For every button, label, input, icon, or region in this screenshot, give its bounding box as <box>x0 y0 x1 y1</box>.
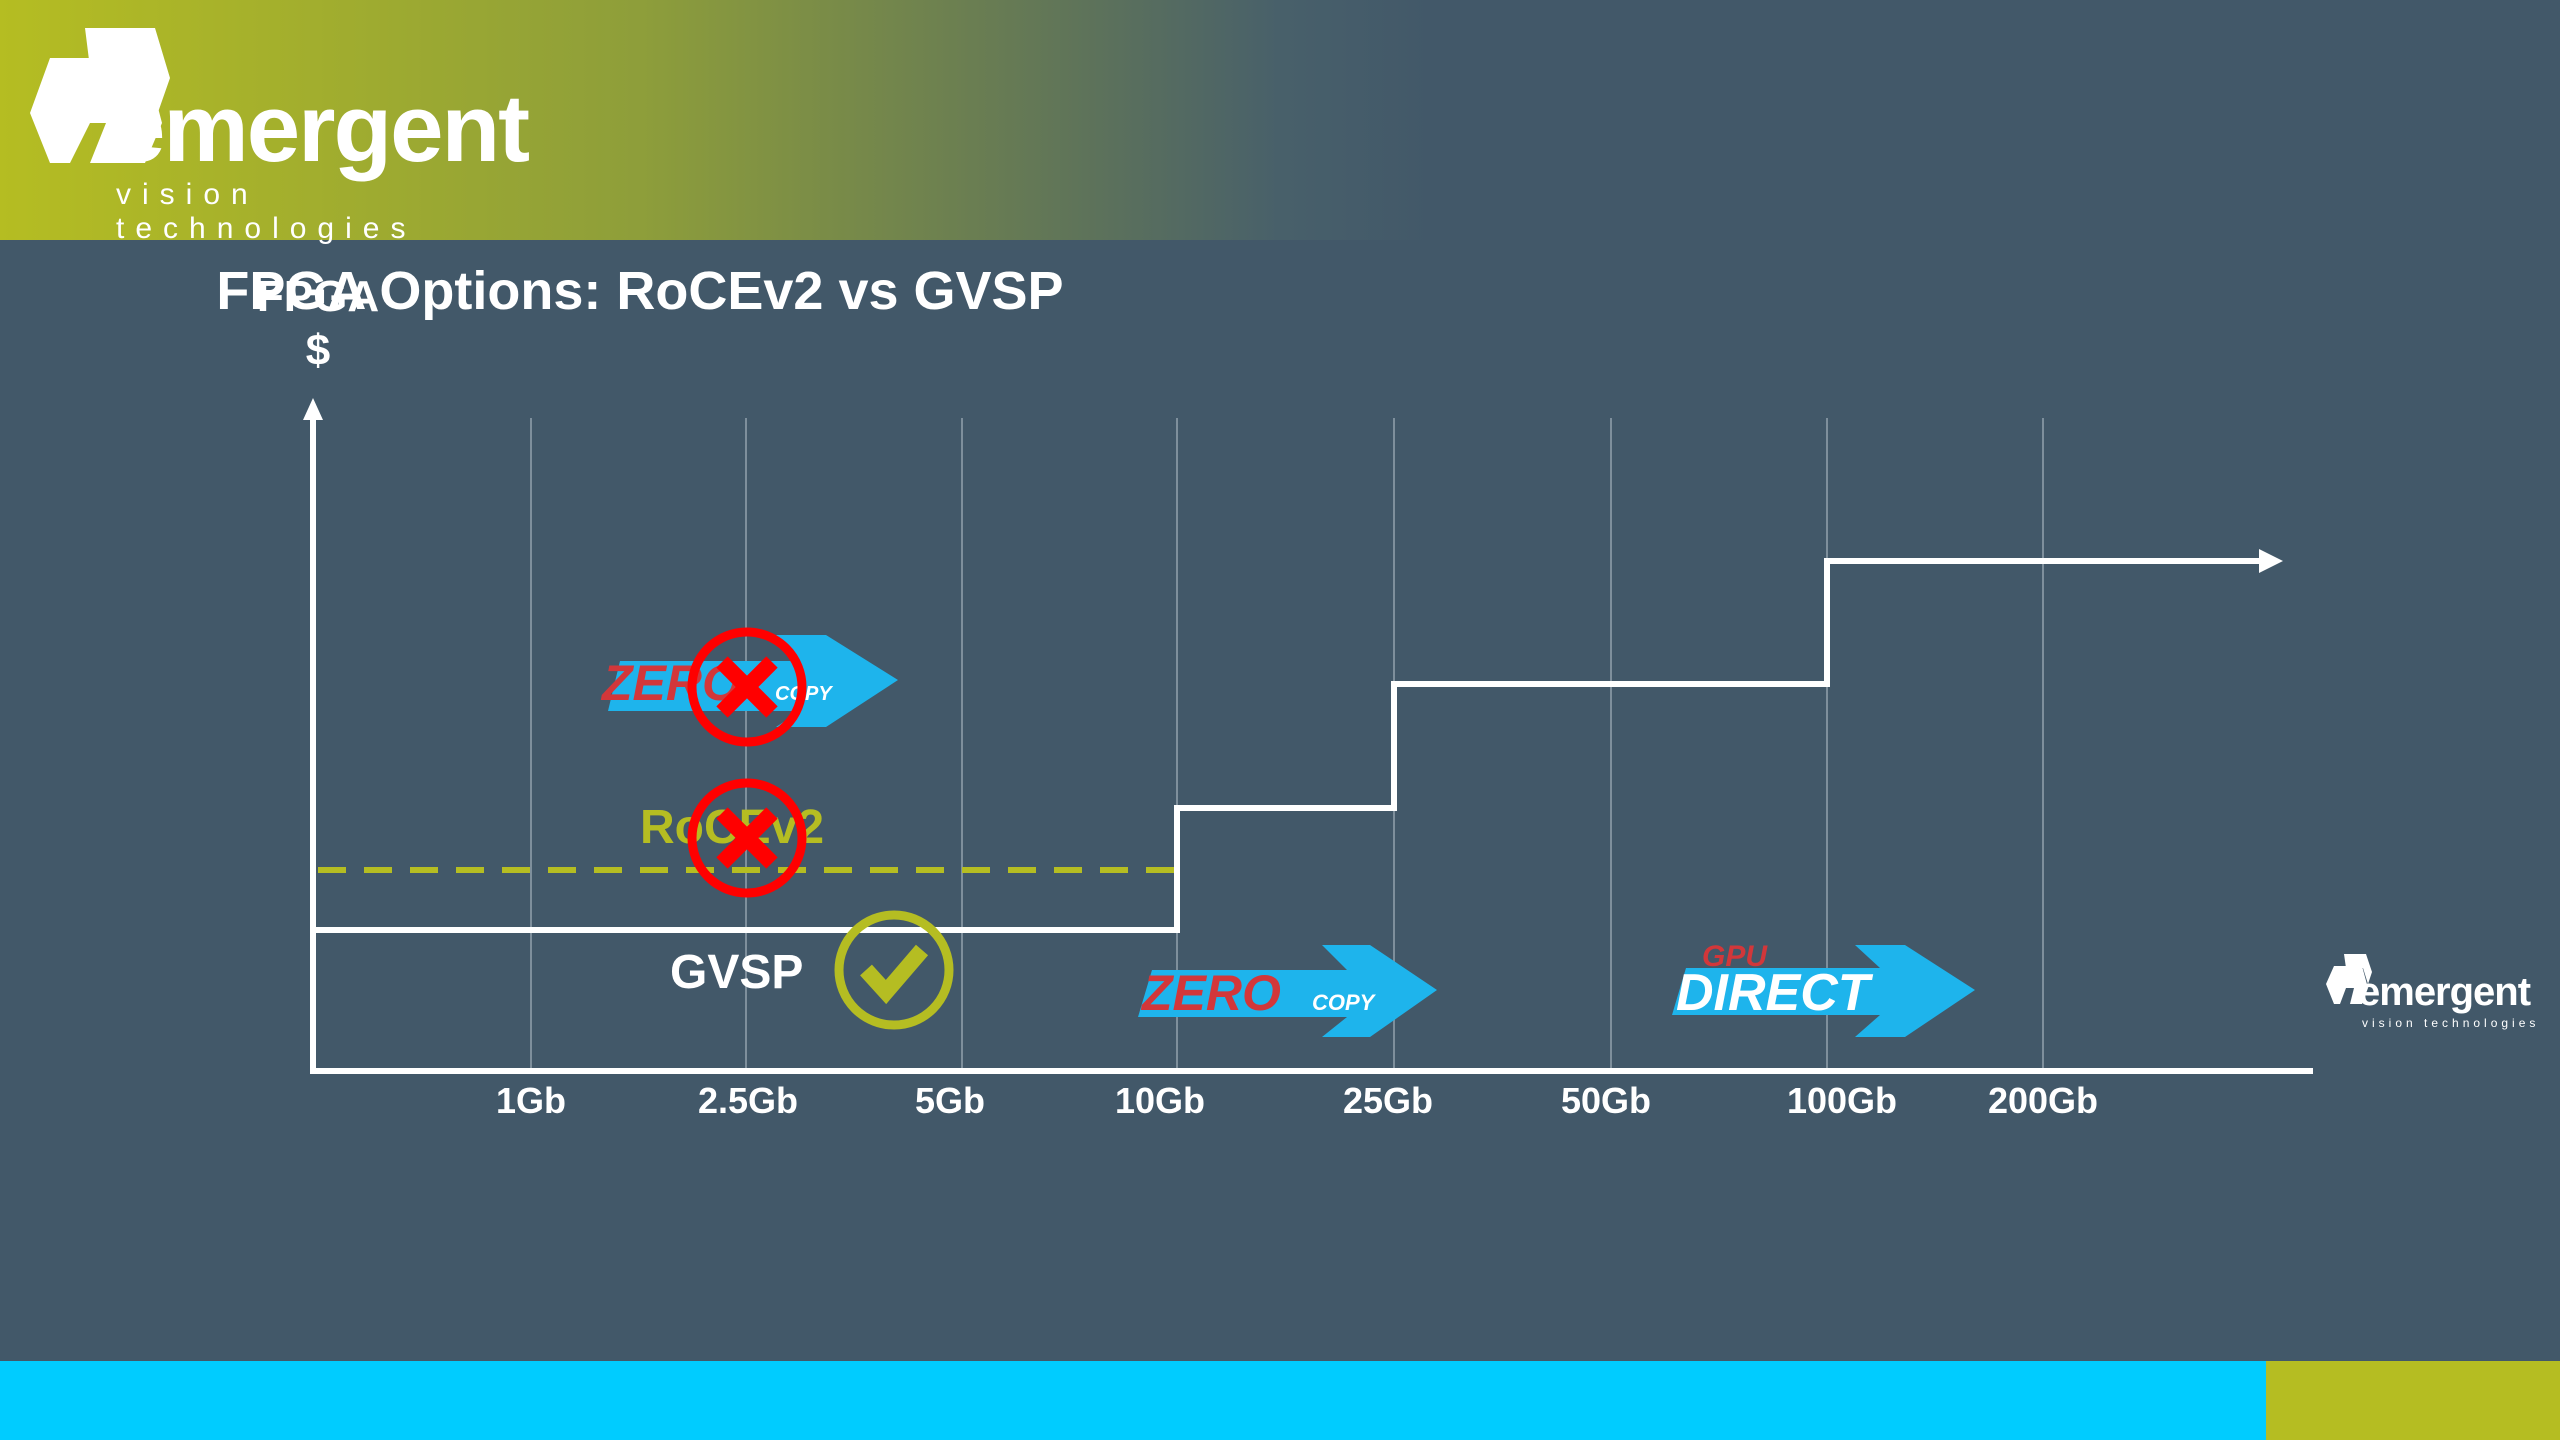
x-tick-25gb: 25Gb <box>1342 1080 1434 1121</box>
header-gradient-band <box>0 0 2560 240</box>
x-tick-5gb: 5Gb <box>914 1080 986 1121</box>
logo-wordmark: emergent <box>112 75 530 182</box>
hexagon-logo-icon <box>2326 954 2372 1004</box>
step-line-arrow-icon <box>2259 549 2283 573</box>
footer-bar-cyan <box>0 1361 2266 1440</box>
x-tick-1gb: 1Gb <box>495 1080 567 1121</box>
emergent-logo-small: emergent vision technologies <box>2322 950 2560 1040</box>
x-tick-50gb: 50Gb <box>1560 1080 1652 1121</box>
fpga-cost-step-line <box>313 558 2262 933</box>
y-axis-label: FPGA $ <box>248 270 388 378</box>
y-axis-label-dollar: $ <box>305 326 331 375</box>
svg-text:DIRECT: DIRECT <box>1676 964 1874 1022</box>
x-circle-icon <box>687 627 807 747</box>
emergent-logo: emergent vision technologies <box>30 28 550 245</box>
x-tick-100gb: 100Gb <box>1786 1080 1898 1121</box>
hexagon-logo-icon <box>30 28 170 163</box>
logo-wordmark-small: emergent <box>2358 970 2531 1014</box>
x-circle-icon <box>687 778 807 898</box>
slide-title: FPGA Options: RoCEv2 vs GVSP <box>216 261 1064 321</box>
y-axis-arrow-icon <box>303 398 323 420</box>
gpu-direct-logo: GPU DIRECT <box>1672 940 1975 1037</box>
x-tick-200gb: 200Gb <box>1987 1080 2099 1121</box>
zero-copy-word: ZERO <box>600 655 741 711</box>
logo-tagline: vision technologies <box>116 178 417 245</box>
x-tick-10gb: 10Gb <box>1114 1080 1206 1121</box>
axes <box>303 398 2313 1074</box>
footer-bar-green <box>2266 1361 2560 1440</box>
logo-tagline-small: vision technologies <box>2362 1016 2540 1030</box>
y-axis-label-fpga: FPGA <box>256 272 380 321</box>
check-circle-icon <box>834 910 954 1030</box>
svg-text:COPY: COPY <box>1312 990 1377 1015</box>
svg-text:GPU: GPU <box>1702 940 1768 973</box>
zero-copy-logo-bottom: ZERO COPY <box>1138 945 1437 1037</box>
gvsp-label: GVSP <box>670 946 804 999</box>
svg-text:ZERO: ZERO <box>1140 965 1281 1021</box>
x-tick-2-5gb: 2.5Gb <box>697 1080 799 1121</box>
